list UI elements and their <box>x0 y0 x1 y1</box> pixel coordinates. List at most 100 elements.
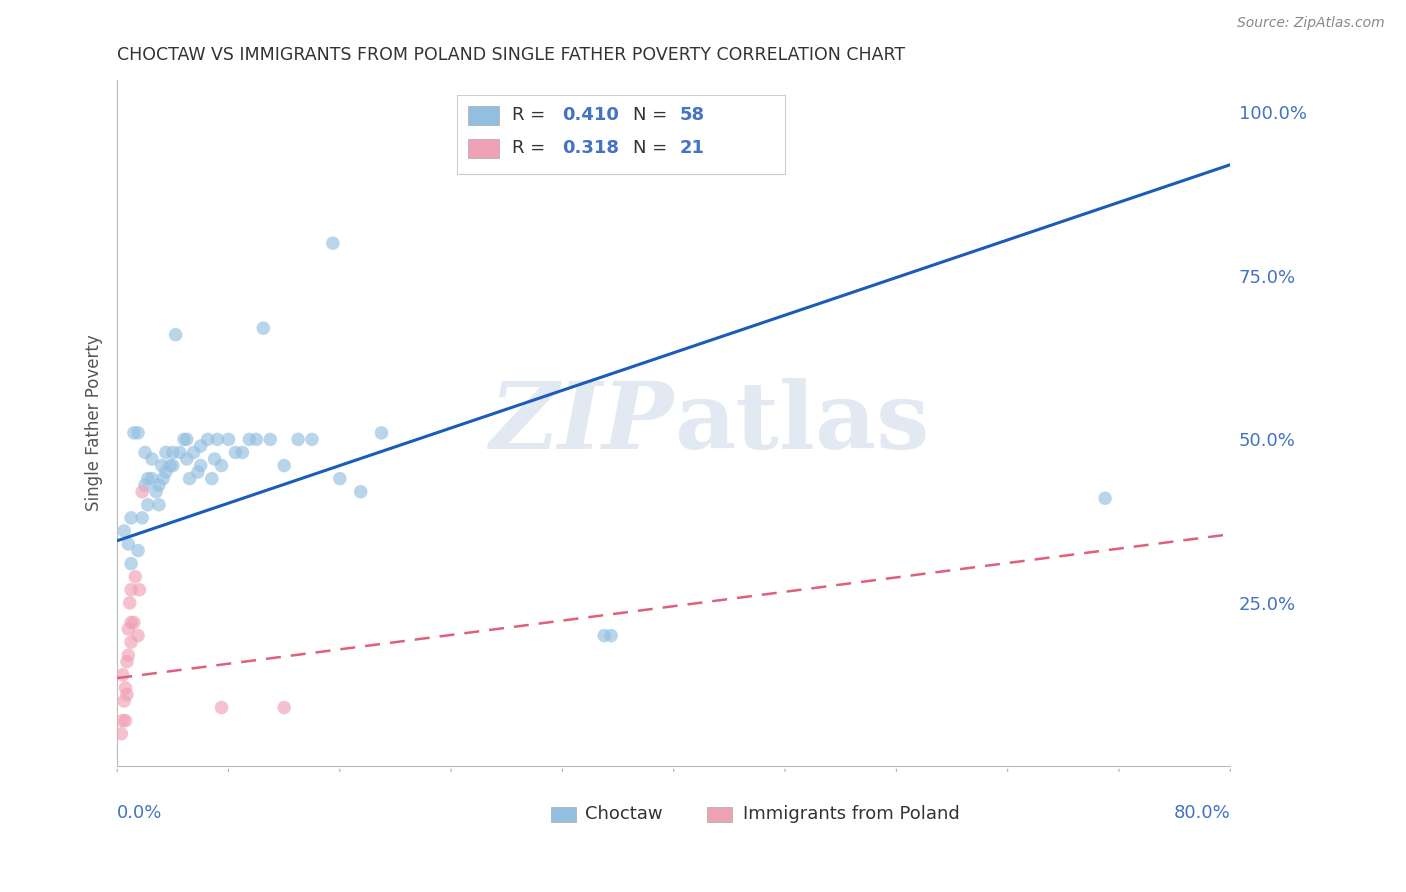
Point <box>127 543 149 558</box>
Point <box>127 629 149 643</box>
Text: CHOCTAW VS IMMIGRANTS FROM POLAND SINGLE FATHER POVERTY CORRELATION CHART: CHOCTAW VS IMMIGRANTS FROM POLAND SINGLE… <box>117 46 905 64</box>
Point <box>141 472 163 486</box>
Point <box>231 445 253 459</box>
Point <box>111 714 134 728</box>
Point <box>204 452 226 467</box>
Text: R =: R = <box>512 139 551 157</box>
Point <box>201 472 224 486</box>
Point <box>152 472 174 486</box>
Point <box>112 524 135 538</box>
Point <box>120 557 142 571</box>
Point <box>224 445 246 459</box>
Point <box>169 445 191 459</box>
FancyBboxPatch shape <box>707 807 731 822</box>
Point <box>111 668 134 682</box>
Text: N =: N = <box>633 106 672 124</box>
Point <box>245 433 267 447</box>
Point <box>115 688 138 702</box>
Point <box>136 472 159 486</box>
Text: Immigrants from Poland: Immigrants from Poland <box>742 805 959 823</box>
Point <box>593 629 616 643</box>
Point <box>136 498 159 512</box>
Point <box>120 615 142 630</box>
Text: 0.410: 0.410 <box>562 106 619 124</box>
Point <box>128 582 150 597</box>
Point <box>131 511 153 525</box>
Point <box>329 472 352 486</box>
Text: 21: 21 <box>679 139 704 157</box>
Point <box>155 445 177 459</box>
Point <box>118 596 141 610</box>
Point <box>117 622 139 636</box>
Point <box>179 472 201 486</box>
Point <box>190 439 212 453</box>
FancyBboxPatch shape <box>457 95 785 174</box>
Point <box>155 465 177 479</box>
Point <box>322 236 344 251</box>
Text: N =: N = <box>633 139 672 157</box>
Text: ZIP: ZIP <box>489 378 673 468</box>
Point <box>141 452 163 467</box>
Point <box>183 445 205 459</box>
Point <box>287 433 309 447</box>
Point <box>495 105 517 120</box>
Point <box>165 327 187 342</box>
Point <box>259 433 281 447</box>
Point <box>211 700 233 714</box>
Point <box>162 458 184 473</box>
Point <box>124 570 146 584</box>
Point <box>273 458 295 473</box>
Point <box>301 433 323 447</box>
Point <box>190 458 212 473</box>
Point <box>1094 491 1116 506</box>
Text: 0.0%: 0.0% <box>117 805 163 822</box>
Point <box>148 498 170 512</box>
Point <box>273 700 295 714</box>
Text: Source: ZipAtlas.com: Source: ZipAtlas.com <box>1237 16 1385 30</box>
Point <box>207 433 229 447</box>
Point <box>114 681 136 695</box>
Point <box>120 511 142 525</box>
Text: atlas: atlas <box>673 378 929 468</box>
Point <box>211 458 233 473</box>
Y-axis label: Single Father Poverty: Single Father Poverty <box>86 334 103 511</box>
Text: 80.0%: 80.0% <box>1174 805 1230 822</box>
Point <box>162 445 184 459</box>
Point <box>115 655 138 669</box>
Point <box>370 425 392 440</box>
Point <box>187 465 209 479</box>
FancyBboxPatch shape <box>468 139 499 158</box>
Point <box>176 433 198 447</box>
Point <box>252 321 274 335</box>
Text: 0.318: 0.318 <box>562 139 620 157</box>
Point <box>114 714 136 728</box>
Text: R =: R = <box>512 106 551 124</box>
Point <box>197 433 219 447</box>
Point <box>120 582 142 597</box>
Point <box>145 484 167 499</box>
Point <box>110 727 132 741</box>
Point <box>600 629 623 643</box>
Point <box>134 478 156 492</box>
Point <box>148 478 170 492</box>
Point <box>120 635 142 649</box>
Point <box>350 484 373 499</box>
Point <box>122 615 145 630</box>
Point <box>159 458 181 473</box>
FancyBboxPatch shape <box>551 807 576 822</box>
Point <box>117 648 139 663</box>
Point <box>127 425 149 440</box>
Point <box>134 445 156 459</box>
Point <box>238 433 260 447</box>
FancyBboxPatch shape <box>468 106 499 125</box>
Point <box>150 458 173 473</box>
Point <box>117 537 139 551</box>
Point <box>131 484 153 499</box>
Point <box>122 425 145 440</box>
Point <box>112 694 135 708</box>
Point <box>218 433 240 447</box>
Point <box>176 452 198 467</box>
Text: Choctaw: Choctaw <box>585 805 662 823</box>
Text: 58: 58 <box>679 106 704 124</box>
Point <box>502 105 524 120</box>
